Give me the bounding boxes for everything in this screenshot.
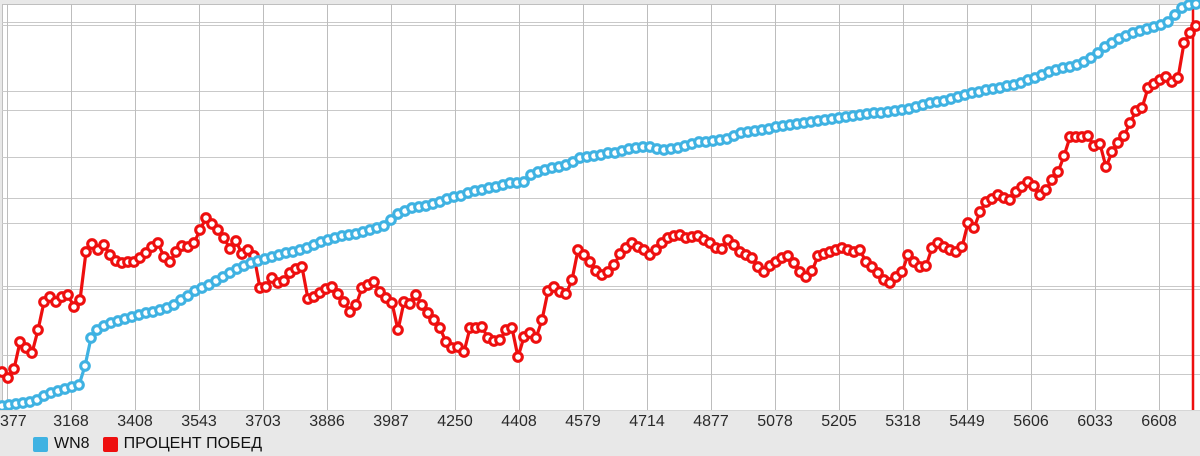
winrate-legend-label: ПРОЦЕНТ ПОБЕД [123,435,263,452]
x-axis-tick-label: 377 [0,413,27,430]
wn8-legend-swatch-icon [33,436,48,452]
x-axis-tick-label: 5318 [885,413,921,430]
x-axis-tick-label: 3703 [245,413,281,430]
x-axis-tick-label: 3543 [181,413,217,430]
x-axis-ticks: 377 3168 3408 3543 3703 3886 3987 4250 4408 4579 4… [0,413,1200,433]
x-axis-tick-label: 4408 [501,413,537,430]
x-axis-strip: 377 3168 3408 3543 3703 3886 3987 4250 4408 4579 4… [0,410,1200,456]
plot-area [0,0,1200,410]
series-wn8 [0,0,1200,410]
x-axis-tick-label: 3408 [117,413,153,430]
winrate-legend-swatch-icon [102,436,118,452]
chart-legend: WN8 ПРОЦЕНТ ПОБЕД [33,434,262,454]
x-axis-tick-label: 4877 [693,413,729,430]
x-axis-tick-label: 6033 [1077,413,1113,430]
x-axis-tick-label: 3886 [309,413,345,430]
legend-item-winrate[interactable]: ПРОЦЕНТ ПОБЕД [102,435,263,453]
x-axis-tick-label: 4579 [565,413,601,430]
x-axis-tick-label: 4714 [629,413,665,430]
chart-canvas [0,0,1200,410]
wn8-legend-label: WN8 [54,435,90,452]
x-axis-tick-label: 5449 [949,413,985,430]
x-axis-tick-label: 5078 [757,413,793,430]
series-процент-побед [0,20,1200,384]
x-axis-tick-label: 5205 [821,413,857,430]
legend-item-wn8[interactable]: WN8 [33,435,90,453]
x-axis-tick-label: 3168 [53,413,89,430]
x-axis-tick-label: 6608 [1141,413,1177,430]
x-axis-tick-label: 3987 [373,413,409,430]
x-axis-tick-label: 4250 [437,413,473,430]
x-axis-tick-label: 5606 [1013,413,1049,430]
